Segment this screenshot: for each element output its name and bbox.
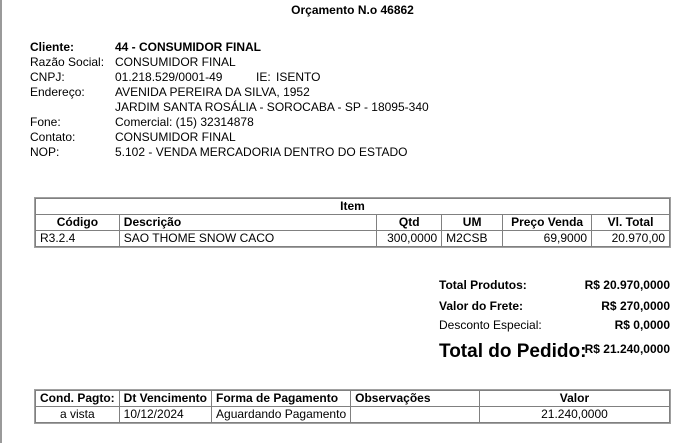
payment-table: Cond. Pagto: Dt Vencimento Forma de Paga…: [34, 389, 671, 424]
header-cond-pagto: Cond. Pagto:: [35, 390, 120, 407]
table-row: a vista 10/12/2024 Aguardando Pagamento …: [35, 406, 671, 423]
cell-dt-vencimento: 10/12/2024: [118, 406, 213, 423]
header-forma-pagamento: Forma de Pagamento: [211, 390, 352, 407]
cell-valor: 21.240,0000: [478, 406, 671, 423]
total-pedido: Total do Pedido: R$ 21.240,0000: [439, 341, 670, 362]
desconto-especial: Desconto Especial: R$ 0,0000: [439, 318, 670, 332]
header-qtd: Qtd: [376, 214, 443, 231]
cell-observacoes: [350, 406, 480, 423]
header-observacoes: Observações: [350, 390, 480, 407]
payment-header-row: Cond. Pagto: Dt Vencimento Forma de Paga…: [35, 390, 671, 407]
header-dt-vencimento: Dt Vencimento: [118, 390, 213, 407]
page-title: Orçamento N.o 46862: [291, 3, 414, 17]
page-border: [0, 0, 2, 443]
items-table: Item Código Descrição Qtd UM Preço Venda…: [34, 197, 671, 248]
cell-preco-venda: 69,9000: [502, 230, 593, 247]
items-caption: Item: [35, 198, 670, 215]
cell-qtd: 300,0000: [376, 230, 443, 247]
cell-descricao: SAO THOME SNOW CACO: [118, 230, 378, 247]
ie-value: ISENTO: [276, 70, 321, 84]
items-header-row: Código Descrição Qtd UM Preço Venda Vl. …: [35, 214, 670, 231]
cell-cond-pagto: a vista: [35, 406, 120, 423]
cell-vl-total: 20.970,00: [591, 230, 670, 247]
ie-label: IE:: [256, 70, 271, 84]
cell-forma-pagamento: Aguardando Pagamento: [211, 406, 352, 423]
header-valor: Valor: [478, 390, 671, 407]
total-produtos: Total Produtos: R$ 20.970,0000: [439, 278, 670, 292]
header-descricao: Descrição: [118, 214, 378, 231]
header-vl-total: Vl. Total: [591, 214, 670, 231]
table-row: R3.2.4 SAO THOME SNOW CACO 300,0000 M2CS…: [35, 230, 670, 247]
header-um: UM: [441, 214, 504, 231]
valor-frete: Valor do Frete: R$ 270,0000: [439, 299, 670, 313]
cell-um: M2CSB: [441, 230, 504, 247]
cell-codigo: R3.2.4: [35, 230, 120, 247]
header-codigo: Código: [35, 214, 120, 231]
header-preco-venda: Preço Venda: [502, 214, 593, 231]
